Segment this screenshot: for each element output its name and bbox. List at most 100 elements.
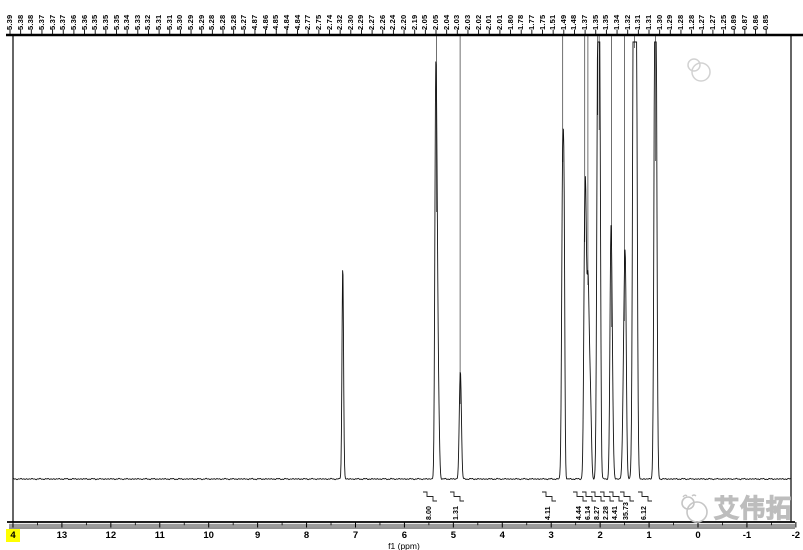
peak-label: 1.78: [516, 14, 526, 30]
integral-value: 35.73: [623, 501, 630, 520]
peak-label: 2.04: [441, 14, 451, 30]
peak-label: 5.35: [111, 14, 121, 30]
integral-value: 4.41: [612, 505, 619, 520]
axis-title-f1-ppm: f1 (ppm): [388, 541, 420, 550]
peak-label: 2.01: [484, 14, 494, 30]
peak-label: 2.05: [420, 14, 430, 30]
watermark-logo-icon: [687, 58, 711, 82]
peak-label: 5.35: [100, 14, 110, 30]
peak-label: 1.35: [601, 14, 611, 30]
peak-label: 1.29: [665, 14, 675, 30]
peak-label: 5.27: [239, 14, 249, 30]
axis-tick-label: 12: [105, 529, 117, 541]
integral-value: 6.12: [641, 505, 648, 520]
peak-label: 2.29: [356, 14, 366, 30]
watermark-text: 艾伟拓: [713, 494, 793, 523]
peak-label: 1.49: [558, 14, 568, 30]
peak-label: 2.03: [452, 14, 462, 30]
peak-label: 2.75: [313, 14, 323, 30]
peak-label: 2.05: [431, 14, 440, 30]
axis-tick-label: 8: [303, 529, 310, 541]
peak-label: 2.32: [335, 14, 345, 30]
peak-label: 4.87: [249, 14, 259, 30]
axis-tick-label: 11: [154, 529, 165, 541]
watermark-logo-icon: [681, 494, 708, 523]
peak-label: 2.30: [345, 14, 355, 30]
peak-label: 1.32: [622, 14, 632, 30]
watermark: 艾伟拓: [676, 492, 796, 526]
peak-label: 1.77: [526, 14, 536, 30]
peak-label: 0.85: [761, 14, 771, 30]
peak-label: 2.20: [399, 14, 409, 30]
peak-label: 1.25: [718, 14, 728, 30]
peak-label: 5.37: [36, 14, 46, 30]
peak-label: 5.28: [228, 14, 238, 30]
integral-value: 4.44: [576, 505, 583, 520]
axis-tick-label: 5: [450, 529, 456, 541]
peak-label: 1.31: [644, 14, 653, 30]
peak-label: 1.27: [707, 14, 717, 30]
peak-label: 2.19: [409, 14, 419, 30]
peak-label: 5.33: [132, 14, 142, 30]
axis-tick-label: 10: [203, 529, 214, 541]
peak-label: 2.27: [367, 14, 377, 30]
axis-tick-label: 13: [56, 529, 68, 541]
peak-label: 4.85: [271, 14, 281, 30]
peak-label: 5.36: [68, 14, 78, 30]
peak-label: 1.28: [675, 14, 685, 30]
peak-label: 1.34: [612, 14, 622, 30]
peak-label: 1.48: [569, 14, 579, 30]
peak-label: 4.86: [260, 14, 270, 30]
peak-label: 5.29: [196, 14, 206, 30]
axis-tick-label: 0: [695, 529, 701, 541]
peak-label: 5.39: [5, 14, 14, 30]
axis-tick-label: 6: [401, 529, 408, 541]
peak-label: 5.32: [143, 14, 153, 30]
peak-label: 5.28: [207, 14, 217, 30]
axis-tick-label: 4: [499, 529, 505, 541]
peak-label: 5.31: [154, 14, 164, 30]
peak-label: 1.31: [633, 14, 643, 30]
integral-value: 4.11: [545, 506, 552, 520]
integral-value: 2.28: [603, 505, 610, 520]
peak-label: 1.28: [686, 14, 696, 30]
peak-label: 0.89: [729, 14, 739, 30]
peak-label: 1.30: [654, 14, 664, 30]
integral-value: 8.27: [594, 505, 601, 520]
integral-range-marks: [423, 491, 652, 502]
axis-tick-label: -1: [742, 529, 752, 541]
peak-label: 4.84: [292, 14, 302, 30]
axis-tick-label: 2: [597, 529, 603, 541]
peak-label: 2.74: [324, 14, 334, 30]
highlighted-axis-label[interactable]: 4: [6, 529, 20, 542]
spectrum-trace: [12, 41, 792, 481]
peak-label: 5.29: [186, 14, 196, 30]
axis-tick-label: 3: [548, 529, 554, 541]
axis-tick-label: 7: [352, 529, 359, 541]
peak-label: 5.36: [79, 14, 89, 30]
peak-label: 1.80: [505, 14, 515, 30]
peak-label: 5.30: [175, 14, 185, 30]
plot-frame: [6, 29, 803, 529]
integral-value: 6.14: [585, 505, 592, 520]
peak-label: 2.24: [388, 14, 398, 30]
peak-label: 1.75: [537, 14, 547, 30]
peak-label: 2.77: [303, 14, 313, 30]
peak-label: 5.38: [15, 14, 25, 30]
peak-label: 5.38: [26, 14, 36, 30]
peak-label: 0.86: [750, 14, 760, 30]
peak-label: 1.27: [697, 14, 707, 30]
peak-label: 5.35: [90, 14, 100, 30]
peak-label: 2.03: [462, 14, 472, 30]
integral-value: 8.00: [426, 505, 433, 520]
peak-label: 5.28: [218, 14, 227, 30]
peak-label: 2.02: [473, 14, 483, 30]
axis-tick-label: -2: [791, 529, 801, 541]
peak-label: 5.31: [164, 14, 174, 30]
peak-label: 2.01: [494, 14, 504, 30]
peak-label: 1.35: [590, 14, 600, 30]
peak-label: 2.26: [377, 14, 387, 30]
peak-label: 5.37: [47, 14, 57, 30]
